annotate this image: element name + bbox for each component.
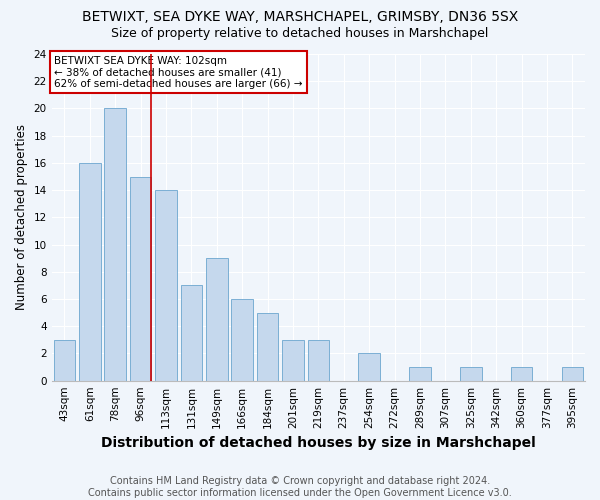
Y-axis label: Number of detached properties: Number of detached properties	[15, 124, 28, 310]
Bar	[79, 163, 101, 380]
Bar	[130, 176, 151, 380]
Bar	[562, 367, 583, 380]
Bar	[155, 190, 177, 380]
Bar	[460, 367, 482, 380]
Bar	[232, 299, 253, 380]
Text: Size of property relative to detached houses in Marshchapel: Size of property relative to detached ho…	[112, 28, 488, 40]
Bar	[181, 286, 202, 380]
Bar	[282, 340, 304, 380]
Bar	[409, 367, 431, 380]
Bar	[511, 367, 532, 380]
Bar	[206, 258, 227, 380]
Bar	[257, 312, 278, 380]
Text: BETWIXT, SEA DYKE WAY, MARSHCHAPEL, GRIMSBY, DN36 5SX: BETWIXT, SEA DYKE WAY, MARSHCHAPEL, GRIM…	[82, 10, 518, 24]
Bar	[308, 340, 329, 380]
Bar	[104, 108, 126, 380]
Text: Contains HM Land Registry data © Crown copyright and database right 2024.
Contai: Contains HM Land Registry data © Crown c…	[88, 476, 512, 498]
Bar	[358, 354, 380, 380]
X-axis label: Distribution of detached houses by size in Marshchapel: Distribution of detached houses by size …	[101, 436, 536, 450]
Text: BETWIXT SEA DYKE WAY: 102sqm
← 38% of detached houses are smaller (41)
62% of se: BETWIXT SEA DYKE WAY: 102sqm ← 38% of de…	[55, 56, 303, 89]
Bar	[53, 340, 75, 380]
